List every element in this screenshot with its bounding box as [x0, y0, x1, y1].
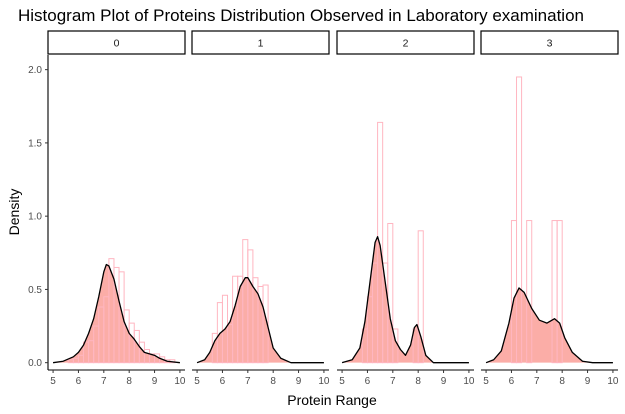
facet-strip	[191, 30, 330, 55]
facet-strip-label: 0	[114, 38, 120, 50]
x-tick-label: 5	[483, 376, 489, 387]
x-tick-label: 8	[126, 376, 132, 387]
facet-strip	[47, 30, 186, 55]
histogram-bar	[377, 121, 384, 364]
histogram-bar	[526, 220, 533, 364]
density-curve	[485, 287, 613, 364]
density-curve	[196, 277, 324, 364]
density-area	[486, 287, 613, 363]
y-tick-label: 1.5	[28, 138, 42, 149]
x-tick-label: 6	[220, 376, 226, 387]
x-tick-label: 6	[365, 376, 371, 387]
facet-strip-label: 3	[547, 38, 553, 50]
y-tick-label: 2.0	[28, 65, 42, 76]
facet-panel: 3 5 6 7 8 9 10	[480, 30, 619, 387]
y-tick-label: 0.0	[28, 358, 42, 369]
facet-panel: 0 5 6 7 8 9 10	[47, 30, 186, 387]
histogram-bar	[516, 76, 523, 364]
density-curve	[52, 263, 181, 364]
y-tick-label: 1.0	[28, 212, 42, 223]
x-tick-label: 7	[245, 376, 251, 387]
histogram-bar	[262, 284, 269, 364]
x-tick-label: 5	[194, 376, 200, 387]
x-tick-label: 10	[463, 376, 475, 387]
x-tick-label: 8	[559, 376, 565, 387]
x-tick-label: 5	[339, 376, 345, 387]
x-tick-label: 9	[296, 376, 302, 387]
density-curve	[341, 236, 469, 364]
x-tick-label: 9	[585, 376, 591, 387]
density-area	[342, 236, 469, 363]
x-tick-label: 8	[270, 376, 276, 387]
y-axis-label: Density	[6, 189, 22, 236]
facet-strip-label: 1	[258, 38, 264, 50]
x-axis-label: Protein Range	[287, 392, 377, 408]
facet-panel: 1 5 6 7 8 9 10	[191, 30, 330, 387]
x-tick-label: 9	[152, 376, 158, 387]
chart-title: Histogram Plot of Proteins Distribution …	[18, 6, 584, 25]
x-tick-label: 10	[607, 376, 619, 387]
x-tick-label: 6	[76, 376, 82, 387]
x-tick-label: 7	[390, 376, 396, 387]
facet-strip	[336, 30, 475, 55]
x-tick-label: 10	[174, 376, 186, 387]
facet-panels: 0 5 6 7 8 9 10 1 5 6 7 8 9 10 2 5 6 7 8 9 10 3 5 6 7 8 9 10	[47, 30, 619, 387]
y-tick-label: 0.5	[28, 285, 42, 296]
histogram-bar	[556, 220, 563, 364]
x-tick-label: 9	[441, 376, 447, 387]
x-tick-label: 5	[50, 376, 56, 387]
x-tick-label: 7	[101, 376, 107, 387]
facet-panel: 2 5 6 7 8 9 10	[336, 30, 475, 387]
histogram-bar	[387, 222, 394, 364]
density-area	[197, 277, 324, 363]
x-tick-label: 6	[509, 376, 515, 387]
histogram-bar	[417, 230, 424, 364]
x-tick-label: 7	[534, 376, 540, 387]
x-tick-label: 8	[415, 376, 421, 387]
density-area	[53, 264, 180, 363]
facet-strip-label: 2	[403, 38, 409, 50]
x-tick-label: 10	[318, 376, 330, 387]
facet-strip	[480, 30, 619, 55]
y-axis: 0.0 0.5 1.0 1.5 2.0	[28, 55, 49, 370]
